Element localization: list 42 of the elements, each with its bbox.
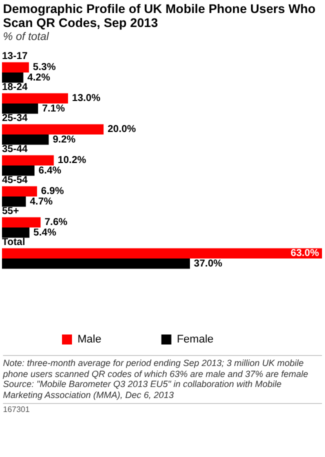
data-label: 7.1% <box>42 103 65 114</box>
data-label: 5.4% <box>33 227 56 238</box>
bar <box>2 228 30 238</box>
bar <box>2 124 104 134</box>
bar <box>2 155 54 166</box>
data-label: 4.2% <box>27 72 50 84</box>
y-tick-label: Total <box>2 237 26 248</box>
chart-title: Demographic Profile of UK Mobile Phone Users Who Scan QR Codes, Sep 2013 <box>3 2 317 30</box>
data-label: 7.6% <box>44 217 68 228</box>
chart-subtitle: % of total <box>3 31 50 43</box>
data-label: 6.4% <box>38 165 62 176</box>
bar <box>2 248 322 258</box>
text: Note: three-month average for period ending Sep 2013; 3 million UK mobile phone users scanned QR codes of which 63% are male and 37% are female <box>3 358 308 378</box>
data-label: 5.3% <box>32 62 56 74</box>
data-label: 13.0% <box>72 93 100 104</box>
bar <box>2 186 38 196</box>
bar <box>2 196 26 207</box>
data-label: 37.0% <box>194 258 222 270</box>
bar <box>2 104 38 114</box>
bar <box>2 72 24 83</box>
legend-label: Male <box>78 334 102 346</box>
bar <box>2 62 29 72</box>
bar <box>2 217 41 228</box>
legend-label: Female <box>176 334 214 346</box>
data-label: 63.0% <box>290 248 320 260</box>
y-tick-label: 13-17 <box>2 51 28 62</box>
bar <box>2 134 49 145</box>
bar <box>2 166 35 176</box>
data-label: 20.0% <box>108 124 136 136</box>
source-note: Source: "Mobile Barometer Q3 2013 EU5" in collaboration with Mobile Marketing Association (MMA), Dec 6, 2013 <box>3 379 282 400</box>
y-tick-label: 25-34 <box>2 113 28 124</box>
y-tick-label: 55+ <box>2 206 20 218</box>
text: 167301 <box>3 403 322 414</box>
data-label: 4.7% <box>30 196 53 208</box>
bar <box>2 93 68 104</box>
y-tick-label: 45-54 <box>2 175 28 186</box>
y-tick-label: 35-44 <box>2 144 28 156</box>
data-label: 10.2% <box>58 155 86 166</box>
bar <box>2 258 190 269</box>
data-label: 6.9% <box>41 186 64 198</box>
y-tick-label: 18-24 <box>2 82 28 94</box>
data-label: 9.2% <box>52 134 76 146</box>
